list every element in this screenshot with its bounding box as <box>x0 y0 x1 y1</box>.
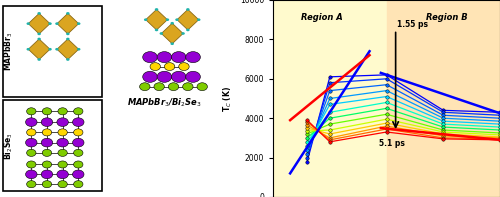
Circle shape <box>58 108 68 115</box>
Circle shape <box>26 22 30 25</box>
Circle shape <box>140 83 150 91</box>
Text: Bi$_2$Se$_3$: Bi$_2$Se$_3$ <box>3 132 16 160</box>
Circle shape <box>150 63 160 71</box>
Text: Region B: Region B <box>426 13 468 22</box>
Circle shape <box>57 118 68 126</box>
Text: 1.55 ps: 1.55 ps <box>398 20 428 29</box>
Circle shape <box>26 48 30 51</box>
Circle shape <box>26 170 37 179</box>
Circle shape <box>186 29 190 31</box>
Circle shape <box>58 129 68 136</box>
Circle shape <box>58 161 68 168</box>
Circle shape <box>42 161 51 168</box>
Circle shape <box>26 129 36 136</box>
Circle shape <box>155 29 158 31</box>
Circle shape <box>74 149 83 156</box>
Circle shape <box>38 38 41 40</box>
Circle shape <box>42 181 51 188</box>
Circle shape <box>74 108 83 115</box>
Circle shape <box>72 138 84 147</box>
Circle shape <box>142 71 158 82</box>
Circle shape <box>170 42 174 45</box>
Circle shape <box>168 83 178 91</box>
Circle shape <box>26 118 37 126</box>
Circle shape <box>170 22 174 25</box>
Circle shape <box>154 83 164 91</box>
FancyBboxPatch shape <box>2 6 102 97</box>
Circle shape <box>38 33 41 35</box>
Circle shape <box>157 52 172 63</box>
Polygon shape <box>28 39 50 59</box>
Circle shape <box>74 161 83 168</box>
Circle shape <box>58 149 68 156</box>
Circle shape <box>58 181 68 188</box>
Circle shape <box>66 12 70 15</box>
Polygon shape <box>57 39 78 59</box>
FancyBboxPatch shape <box>2 100 102 191</box>
Circle shape <box>26 181 36 188</box>
Polygon shape <box>57 13 78 34</box>
Text: Region A: Region A <box>302 13 343 22</box>
Circle shape <box>42 149 51 156</box>
Circle shape <box>41 138 52 147</box>
Circle shape <box>66 33 70 35</box>
Circle shape <box>144 18 148 21</box>
Polygon shape <box>162 23 183 44</box>
Polygon shape <box>28 13 50 34</box>
Circle shape <box>182 32 185 35</box>
Circle shape <box>166 18 169 21</box>
Circle shape <box>26 108 36 115</box>
Circle shape <box>72 170 84 179</box>
Circle shape <box>77 48 80 51</box>
Circle shape <box>57 170 68 179</box>
Circle shape <box>155 8 158 11</box>
Circle shape <box>160 32 163 35</box>
Circle shape <box>77 22 80 25</box>
Bar <box>273 0 386 197</box>
Circle shape <box>26 161 36 168</box>
Circle shape <box>57 138 68 147</box>
Y-axis label: T$_C$ (K): T$_C$ (K) <box>222 85 234 112</box>
Circle shape <box>186 8 190 11</box>
Circle shape <box>55 48 58 51</box>
Circle shape <box>48 48 52 51</box>
Circle shape <box>186 52 200 63</box>
Circle shape <box>41 170 52 179</box>
Circle shape <box>26 138 37 147</box>
Text: MAPbBr$_3$: MAPbBr$_3$ <box>3 32 16 71</box>
Circle shape <box>55 22 58 25</box>
Circle shape <box>72 118 84 126</box>
Text: 5.1 ps: 5.1 ps <box>378 139 404 148</box>
Text: MAPbBr$_3$/Bi$_2$Se$_3$: MAPbBr$_3$/Bi$_2$Se$_3$ <box>127 96 202 109</box>
Circle shape <box>41 118 52 126</box>
Circle shape <box>42 108 51 115</box>
Circle shape <box>74 181 83 188</box>
Circle shape <box>197 83 207 91</box>
Circle shape <box>157 71 172 82</box>
Circle shape <box>26 149 36 156</box>
Circle shape <box>38 58 41 61</box>
Circle shape <box>48 22 52 25</box>
Circle shape <box>182 83 193 91</box>
Circle shape <box>172 71 186 82</box>
Circle shape <box>186 71 200 82</box>
Bar <box>386 0 500 197</box>
Circle shape <box>172 52 186 63</box>
Polygon shape <box>177 9 199 30</box>
Circle shape <box>142 52 158 63</box>
Circle shape <box>175 18 179 21</box>
Circle shape <box>197 18 200 21</box>
Circle shape <box>42 129 51 136</box>
Circle shape <box>66 58 70 61</box>
Polygon shape <box>146 9 168 30</box>
Circle shape <box>74 129 83 136</box>
Circle shape <box>164 63 175 71</box>
Circle shape <box>178 63 189 71</box>
Circle shape <box>38 12 41 15</box>
Circle shape <box>66 38 70 40</box>
